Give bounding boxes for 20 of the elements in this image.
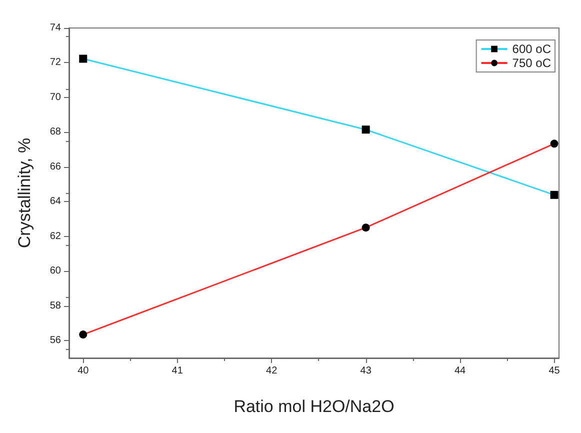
y-tick-label: 70 xyxy=(50,92,62,103)
x-tick-label: 42 xyxy=(266,366,278,376)
y-tick-label: 66 xyxy=(50,161,62,172)
y-tick-label: 68 xyxy=(50,126,62,138)
legend-label: 600 oC xyxy=(512,42,552,56)
y-tick-label: 72 xyxy=(50,57,62,68)
y-tick-label: 74 xyxy=(50,22,62,34)
y-tick-label: 58 xyxy=(50,300,62,312)
y-tick-label: 56 xyxy=(50,335,62,346)
x-tick-label: 41 xyxy=(172,366,184,376)
y-tick-label: 60 xyxy=(50,266,62,277)
x-tick-label: 40 xyxy=(78,366,90,376)
x-tick-label: 44 xyxy=(454,366,466,376)
x-axis-title: Ratio mol H2O/Na2O xyxy=(234,397,394,416)
y-axis-title: Crystallinity, % xyxy=(15,138,34,248)
legend-label: 750 oC xyxy=(512,56,552,70)
x-tick-label: 43 xyxy=(360,366,372,376)
y-tick-label: 62 xyxy=(50,230,62,242)
y-tick-label: 64 xyxy=(50,196,62,208)
x-tick-label: 45 xyxy=(548,366,560,376)
